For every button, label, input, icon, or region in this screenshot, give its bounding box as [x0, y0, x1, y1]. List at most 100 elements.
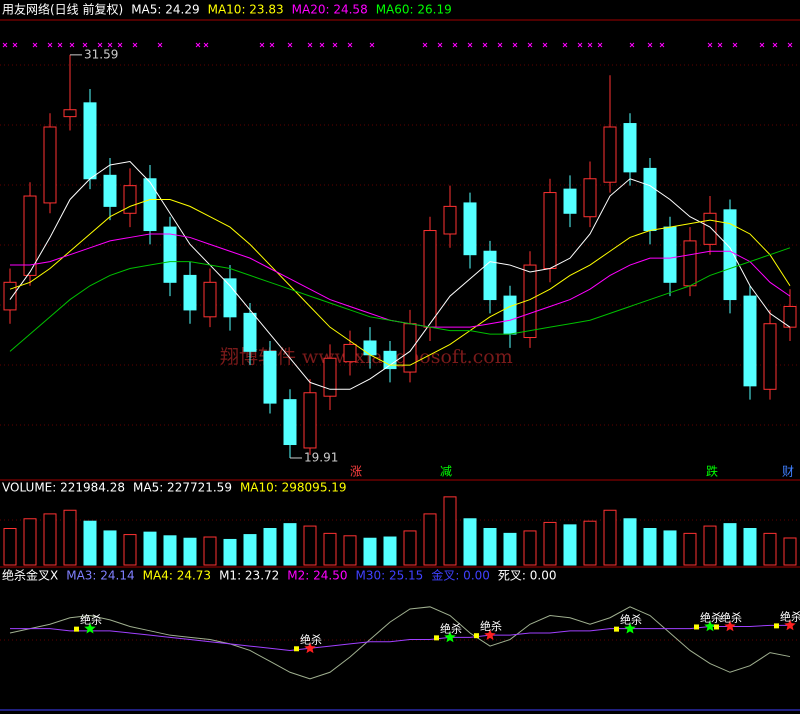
volume-bar — [263, 528, 277, 566]
signal-star — [304, 642, 316, 654]
volume-bar — [563, 524, 577, 566]
event-label: 涨 — [350, 464, 362, 479]
marker-cross — [577, 42, 583, 48]
candle-body — [103, 174, 117, 207]
volume-bar — [363, 537, 377, 566]
marker-cross — [107, 42, 113, 48]
marker-cross — [369, 42, 375, 48]
volume-bar — [143, 531, 157, 566]
header-label: 死叉: 0.00 — [498, 569, 557, 583]
volume-bar — [663, 530, 677, 566]
signal-box — [294, 646, 299, 652]
candle-body — [603, 126, 617, 183]
volume-bar — [463, 518, 477, 566]
volume-bar — [423, 513, 437, 566]
marker-cross — [542, 42, 548, 48]
candle-body — [643, 167, 657, 232]
signal-star — [444, 631, 456, 643]
volume-bar — [483, 528, 497, 566]
signal-star — [704, 620, 716, 632]
volume-bar — [743, 528, 757, 566]
volume-bar — [43, 513, 57, 566]
volume-bar — [283, 523, 297, 566]
header-label: MA10: 23.83 — [208, 3, 284, 17]
signal-box — [714, 624, 719, 630]
volume-bar — [643, 528, 657, 566]
volume-bar — [503, 532, 517, 566]
marker-cross — [47, 42, 53, 48]
volume-bar — [523, 530, 537, 566]
volume-bar — [183, 537, 197, 566]
candle-body — [583, 178, 597, 218]
volume-bar — [323, 532, 337, 566]
candle-body — [323, 357, 337, 397]
signal-label: 绝杀 — [720, 610, 742, 624]
marker-cross — [32, 42, 38, 48]
marker-cross — [12, 42, 18, 48]
candle-body — [443, 205, 457, 235]
candle-body — [123, 185, 137, 214]
marker-cross — [562, 42, 568, 48]
candle-body — [43, 126, 57, 204]
header-label: MA10: 298095.19 — [240, 481, 347, 495]
low-label: 19.91 — [304, 450, 338, 464]
candle-body — [223, 278, 237, 318]
signal-box — [694, 624, 699, 630]
marker-cross — [422, 42, 428, 48]
candle-body — [183, 274, 197, 311]
volume-bar — [123, 534, 137, 566]
signal-label: 绝杀 — [780, 609, 800, 623]
signal-star — [624, 622, 636, 634]
marker-cross — [117, 42, 123, 48]
marker-cross — [195, 42, 201, 48]
volume-bar — [403, 530, 417, 566]
volume-bar — [543, 521, 557, 566]
signal-star — [84, 622, 96, 634]
indicator-line — [9, 606, 791, 680]
marker-cross — [482, 42, 488, 48]
signal-star — [784, 619, 796, 631]
candle-body — [503, 295, 517, 335]
marker-cross — [659, 42, 665, 48]
marker-cross — [732, 42, 738, 48]
marker-cross — [759, 42, 765, 48]
ma-line — [9, 160, 791, 390]
marker-cross — [587, 42, 593, 48]
volume-bar — [683, 532, 697, 566]
volume-bar — [343, 535, 357, 566]
volume-bar — [583, 520, 597, 566]
volume-bar — [63, 509, 77, 566]
header-label: M1: 23.72 — [219, 569, 279, 583]
indicator-line — [10, 624, 790, 651]
marker-cross — [647, 42, 653, 48]
volume-bar — [103, 530, 117, 566]
candle-body — [623, 123, 637, 173]
candle-body — [243, 312, 257, 352]
marker-cross — [2, 42, 8, 48]
header-label: MA20: 24.58 — [292, 3, 368, 17]
header-label: M30: 25.15 — [355, 569, 423, 583]
marker-cross — [69, 42, 75, 48]
candle-body — [363, 340, 377, 356]
header-label: MA3: 24.14 — [66, 569, 134, 583]
event-label: 减 — [440, 465, 452, 479]
candle-body — [143, 178, 157, 232]
signal-label: 绝杀 — [300, 632, 322, 646]
marker-cross — [203, 42, 209, 48]
candle-body — [63, 109, 77, 118]
chart-title: 用友网络(日线 前复权) — [2, 2, 123, 17]
volume-bar — [223, 538, 237, 566]
marker-cross — [347, 42, 353, 48]
marker-cross — [157, 42, 163, 48]
marker-cross — [269, 42, 275, 48]
marker-cross — [97, 42, 103, 48]
signal-box — [74, 626, 79, 632]
candle-body — [483, 250, 497, 301]
signal-box — [614, 626, 619, 632]
candle-body — [743, 295, 757, 387]
marker-cross — [307, 42, 313, 48]
volume-bar — [163, 535, 177, 566]
signal-box — [774, 623, 779, 629]
